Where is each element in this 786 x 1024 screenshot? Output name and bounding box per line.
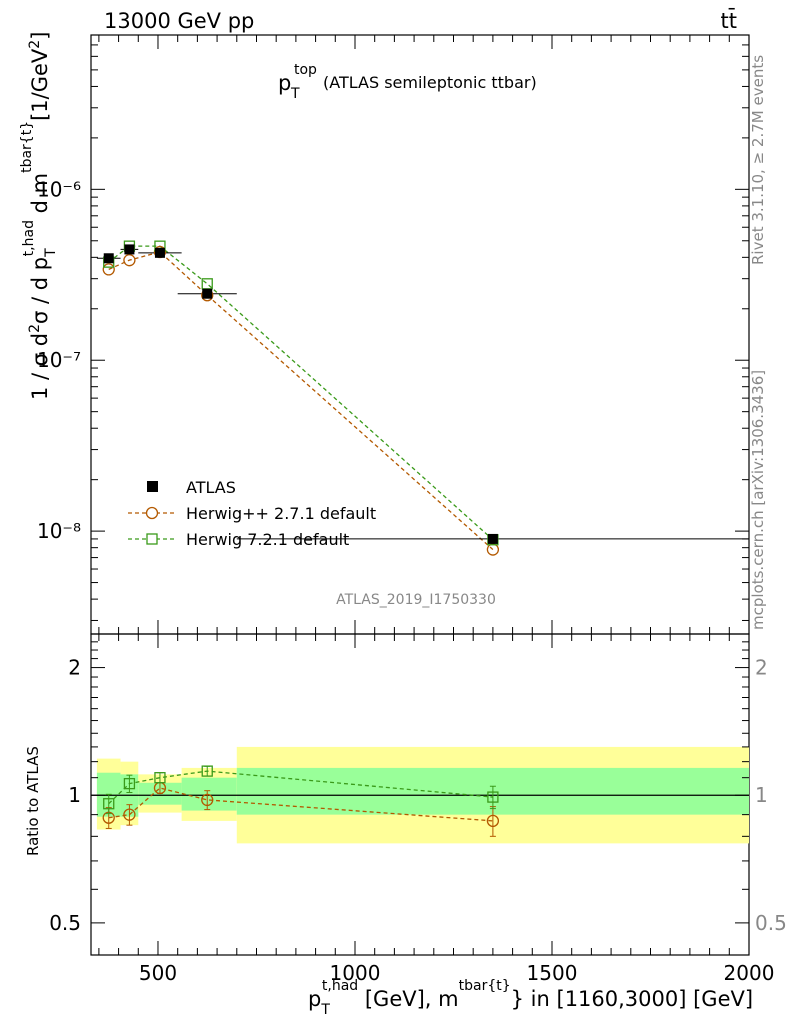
process-label: tt̄ bbox=[721, 8, 737, 33]
legend-item-atlas: ATLAS bbox=[147, 478, 236, 497]
y-axis-label-ratio: Ratio to ATLAS bbox=[24, 746, 42, 856]
x-tick-label: 2000 bbox=[724, 961, 775, 985]
point-atlas bbox=[124, 244, 135, 255]
plot-title-sub: T bbox=[290, 86, 300, 102]
plot-title: p top T (ATLAS semileptonic ttbar) bbox=[278, 62, 537, 102]
y-tick-label-main: 10⁻⁸ bbox=[37, 519, 81, 543]
ratio-point-herwig7 bbox=[154, 772, 166, 784]
energy-label: 13000 GeV pp bbox=[104, 9, 254, 33]
legend-marker-herwigpp bbox=[145, 506, 159, 520]
ratio-point-herwigpp bbox=[486, 814, 500, 828]
legend-item-herwigpp: Herwig++ 2.7.1 default bbox=[128, 504, 376, 523]
x-tick-label: 500 bbox=[139, 961, 177, 985]
y-tick-label-ratio-right: 1 bbox=[755, 783, 768, 807]
svg-text:1 / σ d2σ / d pTt,had d mtbar{: 1 / σ d2σ / d pTt,had d mtbar{t}[1/GeV2] bbox=[19, 32, 59, 400]
y-tick-label-ratio-right: 0.5 bbox=[755, 911, 786, 935]
ratio-point-herwigpp bbox=[201, 793, 214, 807]
plot-title-sup: top bbox=[294, 62, 317, 78]
plot-title-main: p bbox=[278, 71, 291, 95]
legend-marker-atlas bbox=[147, 481, 158, 492]
point-atlas bbox=[487, 533, 498, 544]
point-herwigpp bbox=[123, 254, 136, 267]
ratio-point-herwig7 bbox=[123, 777, 136, 790]
series-line-herwig7 bbox=[108, 245, 494, 541]
plot-title-rest: (ATLAS semileptonic ttbar) bbox=[323, 73, 537, 92]
ratio-point-herwig7 bbox=[201, 765, 213, 777]
y-tick-label-ratio-right: 2 bbox=[755, 656, 768, 680]
svg-text:pTt,had [GeV], mtbar{t}} in [1: pTt,had [GeV], mtbar{t}} in [1160,3000] … bbox=[308, 978, 753, 1018]
mcplots-label: mcplots.cern.ch [arXiv:1306.3436] bbox=[749, 370, 767, 630]
main-panel: 10⁻⁶ 10⁻⁷ 10⁻⁸ bbox=[37, 34, 750, 635]
legend-item-herwig7: Herwig 7.2.1 default bbox=[128, 530, 349, 549]
rivet-label: Rivet 3.1.10, ≥ 2.7M events bbox=[749, 55, 767, 265]
x-tick-label: 1000 bbox=[330, 961, 381, 985]
legend-label-herwig7: Herwig 7.2.1 default bbox=[186, 530, 349, 549]
point-herwigpp bbox=[102, 263, 115, 276]
legend-marker-herwig7 bbox=[146, 533, 158, 545]
y-tick-label-main: 10⁻⁷ bbox=[37, 348, 81, 372]
y-tick-label-main: 10⁻⁶ bbox=[37, 177, 81, 201]
legend-label-herwigpp: Herwig++ 2.7.1 default bbox=[186, 504, 376, 523]
point-herwigpp bbox=[486, 543, 500, 556]
ratio-point-herwigpp bbox=[123, 808, 136, 821]
y-tick-label-ratio: 1 bbox=[68, 783, 81, 807]
ratio-line-herwigpp bbox=[108, 787, 493, 822]
series-line-herwigpp bbox=[108, 251, 494, 551]
x-tick-label: 1500 bbox=[527, 961, 578, 985]
ratio-panel: 500 1000 1500 2000 2 2 1 1 0.5 0.5 bbox=[49, 633, 786, 985]
ratio-point-herwig7 bbox=[103, 798, 115, 810]
analysis-id: ATLAS_2019_I1750330 bbox=[336, 592, 496, 608]
y-axis-label-main: 1 / σ d2σ / d pTt,had d mtbar{t}[1/GeV2] bbox=[19, 32, 59, 400]
y-tick-label-ratio: 2 bbox=[68, 656, 81, 680]
legend-label-atlas: ATLAS bbox=[186, 478, 236, 497]
point-atlas bbox=[103, 253, 114, 264]
point-atlas bbox=[154, 247, 165, 258]
ratio-point-herwig7 bbox=[487, 791, 499, 803]
y-tick-label-ratio: 0.5 bbox=[49, 911, 81, 935]
legend: ATLAS Herwig++ 2.7.1 default Herwig 7.2.… bbox=[128, 478, 376, 549]
point-atlas bbox=[202, 288, 213, 299]
x-axis-label: pTt,had [GeV], mtbar{t}} in [1160,3000] … bbox=[308, 978, 753, 1018]
